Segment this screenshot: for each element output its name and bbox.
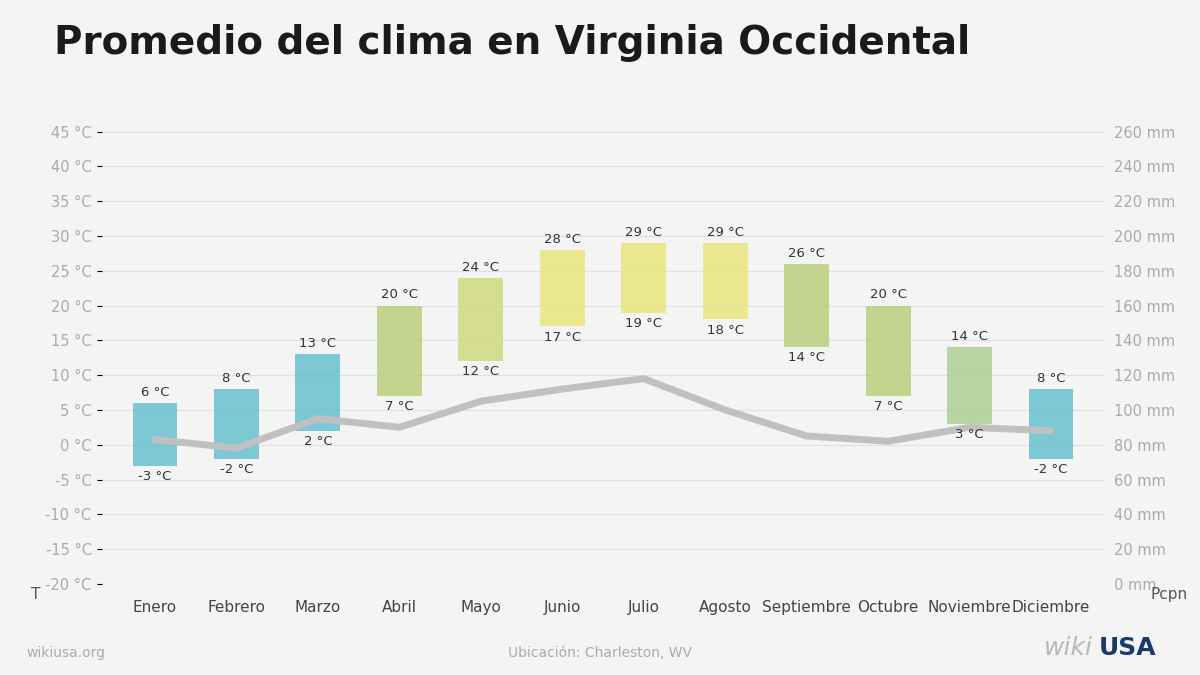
- Text: wikiusa.org: wikiusa.org: [26, 646, 106, 660]
- Text: 24 °C: 24 °C: [462, 261, 499, 273]
- Text: -3 °C: -3 °C: [138, 470, 172, 483]
- Text: 20 °C: 20 °C: [380, 288, 418, 302]
- Text: -2 °C: -2 °C: [1034, 463, 1068, 476]
- Text: 18 °C: 18 °C: [707, 323, 744, 337]
- Bar: [622, 243, 666, 313]
- Text: USA: USA: [1099, 636, 1157, 660]
- Bar: [540, 250, 584, 327]
- Text: 13 °C: 13 °C: [299, 337, 336, 350]
- Text: 8 °C: 8 °C: [1037, 372, 1066, 385]
- Text: wiki: wiki: [1044, 636, 1093, 660]
- Bar: [295, 354, 341, 431]
- Bar: [785, 264, 829, 348]
- Bar: [1028, 389, 1074, 458]
- Text: 20 °C: 20 °C: [870, 288, 907, 302]
- Bar: [458, 277, 503, 361]
- Bar: [703, 243, 748, 319]
- Text: 3 °C: 3 °C: [955, 428, 984, 441]
- Text: Ubicación: Charleston, WV: Ubicación: Charleston, WV: [508, 646, 692, 660]
- Text: 8 °C: 8 °C: [222, 372, 251, 385]
- Bar: [132, 403, 178, 466]
- Text: 17 °C: 17 °C: [544, 331, 581, 344]
- Text: 29 °C: 29 °C: [707, 225, 744, 239]
- Text: 7 °C: 7 °C: [385, 400, 414, 413]
- Text: 19 °C: 19 °C: [625, 317, 662, 329]
- Text: -2 °C: -2 °C: [220, 463, 253, 476]
- Text: 26 °C: 26 °C: [788, 246, 826, 260]
- Text: 7 °C: 7 °C: [874, 400, 902, 413]
- Text: 28 °C: 28 °C: [544, 233, 581, 246]
- Text: 14 °C: 14 °C: [952, 330, 988, 343]
- Text: 2 °C: 2 °C: [304, 435, 332, 448]
- Text: 12 °C: 12 °C: [462, 365, 499, 379]
- Bar: [214, 389, 259, 458]
- Text: 14 °C: 14 °C: [788, 352, 826, 364]
- Text: T: T: [31, 587, 41, 602]
- Bar: [947, 348, 992, 424]
- Text: Promedio del clima en Virginia Occidental: Promedio del clima en Virginia Occidenta…: [54, 24, 971, 61]
- Text: Pcpn: Pcpn: [1151, 587, 1187, 602]
- Bar: [865, 306, 911, 396]
- Bar: [377, 306, 421, 396]
- Text: 29 °C: 29 °C: [625, 225, 662, 239]
- Text: 6 °C: 6 °C: [140, 386, 169, 399]
